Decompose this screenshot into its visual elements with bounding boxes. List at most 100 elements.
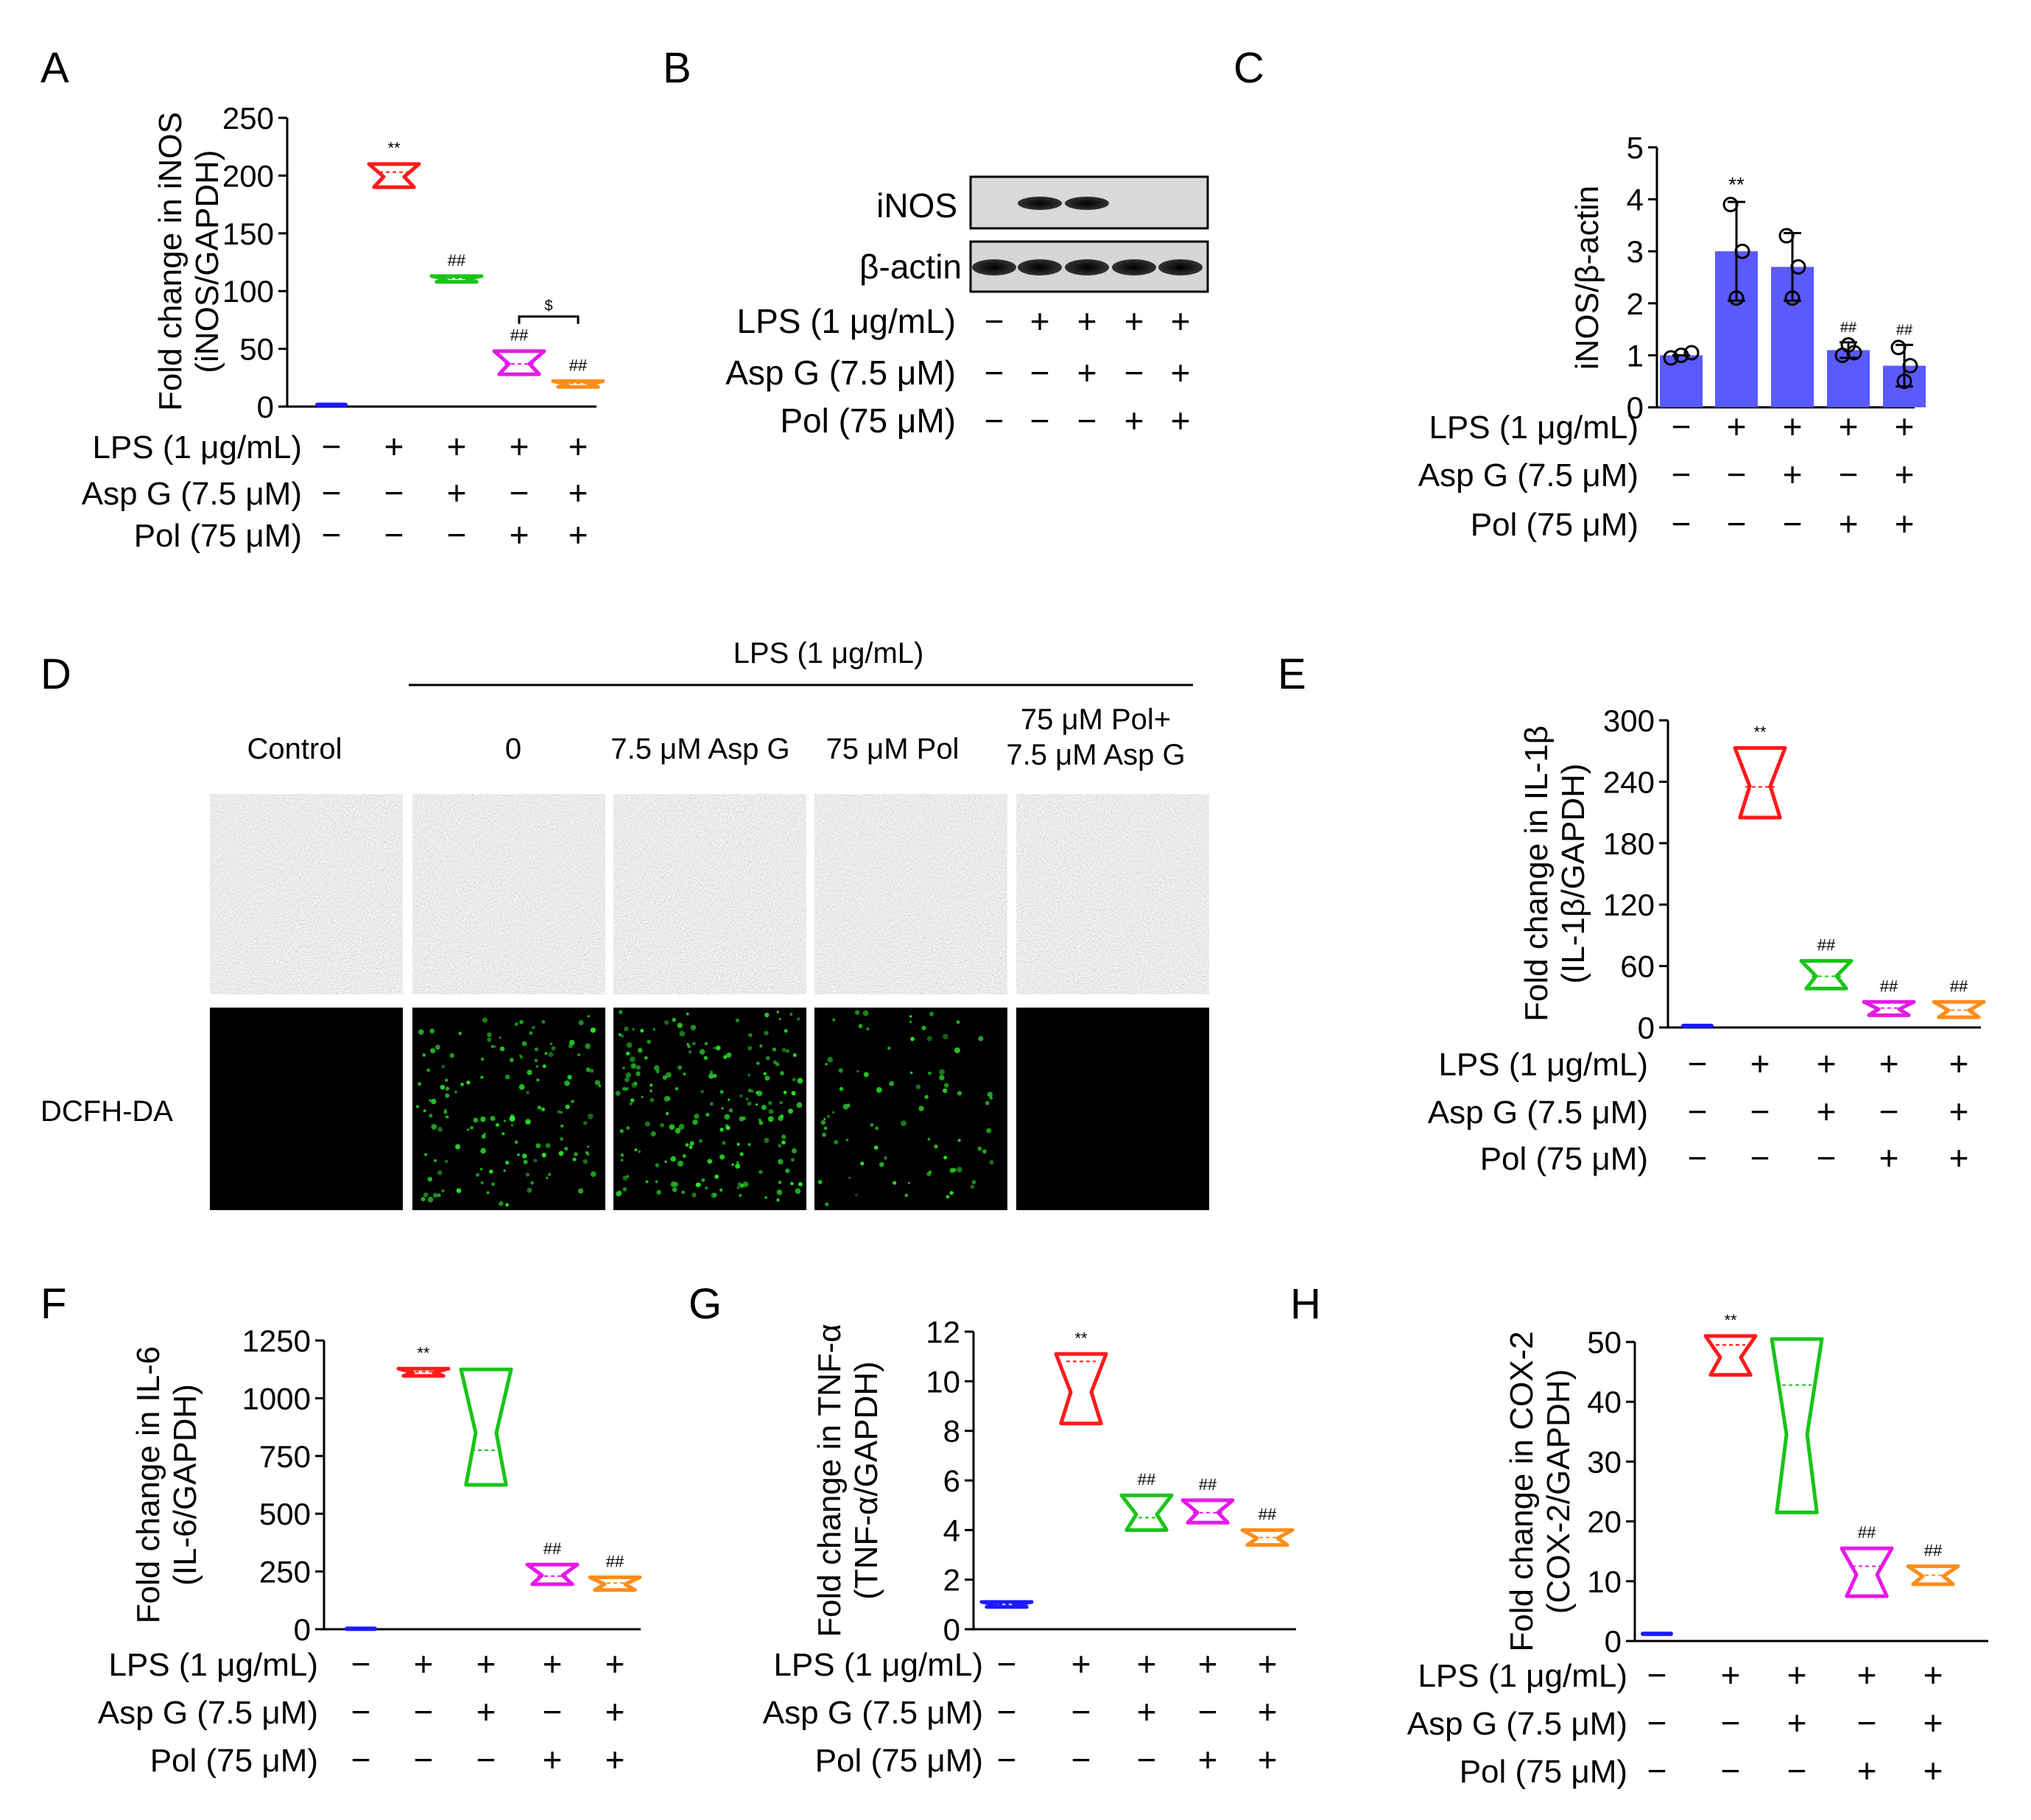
fluorescent-cell-1-108 <box>434 1044 440 1050</box>
fluorescent-cell-2-100 <box>759 1044 763 1048</box>
fluorescent-cell-2-82 <box>632 1028 635 1031</box>
y-tick-label-E-240: 240 <box>1603 765 1655 799</box>
fluorescence-image-0 <box>210 1008 403 1210</box>
fluorescent-cell-1-137 <box>551 1046 556 1051</box>
fluorescent-cell-3-14 <box>854 1010 860 1015</box>
fluorescent-cell-3-77 <box>870 1123 874 1127</box>
y-tick-label-F-0: 0 <box>294 1612 311 1647</box>
fluorescent-cell-2-175 <box>764 1137 770 1143</box>
fluorescent-cell-3-17 <box>856 1069 859 1073</box>
row-label-A-0: LPS (1 μg/mL) <box>92 429 302 465</box>
fluorescent-cell-3-10 <box>929 1011 934 1016</box>
sig-G-2: ## <box>1138 1470 1156 1489</box>
row-label-E-0: LPS (1 μg/mL) <box>1438 1047 1648 1083</box>
fluorescent-cell-1-99 <box>518 1054 522 1057</box>
sign-B-0-1: + <box>1030 302 1050 340</box>
point-C-4-2 <box>1890 340 1907 356</box>
fluorescent-cell-2-28 <box>708 1073 714 1079</box>
sig-C-4: ## <box>1896 322 1913 338</box>
sig-G-1: ** <box>1074 1329 1088 1347</box>
violin-A-4 <box>551 379 605 389</box>
fluorescent-cell-3-67 <box>887 1046 891 1050</box>
point-C-4-1 <box>1902 358 1918 374</box>
sign-C-1-4: + <box>1895 455 1915 493</box>
fluorescent-cell-2-123 <box>624 1077 630 1083</box>
sign-G-0-2: + <box>1137 1645 1157 1683</box>
sign-E-1-3: − <box>1879 1092 1899 1131</box>
sign-G-2-2: − <box>1137 1740 1157 1779</box>
fluorescent-cell-1-34 <box>480 1148 487 1154</box>
fluorescent-cell-1-86 <box>525 1119 531 1125</box>
fluorescent-cell-2-52 <box>670 1156 677 1162</box>
row-label-A-2: Pol (75 μM) <box>134 518 302 554</box>
fluorescent-cell-1-67 <box>523 1159 528 1164</box>
sign-F-1-3: − <box>543 1693 563 1731</box>
fluorescent-cell-1-140 <box>527 1187 532 1193</box>
sign-H-0-2: + <box>1787 1656 1807 1694</box>
fluorescent-cell-2-184 <box>660 1122 665 1128</box>
fluorescent-cell-2-38 <box>721 1107 724 1110</box>
fluorescent-cell-1-112 <box>529 1031 533 1036</box>
panel-b: B iNOS β-actin LPS (1 μg/mL) − + + + +Asp G (… <box>663 44 1209 440</box>
fluorescent-cell-2-138 <box>713 1047 717 1050</box>
sign-G-1-4: + <box>1258 1693 1278 1731</box>
y-tick-label-E-120: 120 <box>1603 888 1655 922</box>
fluorescent-cell-2-168 <box>626 1175 630 1178</box>
sign-B-1-2: + <box>1077 354 1097 392</box>
y-tick-label-E-0: 0 <box>1638 1011 1655 1045</box>
sign-F-0-0: − <box>351 1645 371 1683</box>
brightfield-image-0 <box>210 794 403 994</box>
panel-label-G: G <box>689 1280 722 1328</box>
sig-A-4: ## <box>569 356 588 375</box>
fluorescent-cell-2-125 <box>781 1134 786 1139</box>
fluorescent-cell-1-51 <box>444 1159 448 1164</box>
sign-H-0-3: + <box>1857 1656 1877 1694</box>
fluorescent-cell-1-121 <box>527 1069 532 1075</box>
fluorescent-cell-1-101 <box>591 1171 596 1177</box>
y-tick-label-A-50: 50 <box>239 332 274 367</box>
y-tick-label-H-20: 20 <box>1587 1505 1622 1539</box>
fluorescent-cell-1-1 <box>434 1159 437 1162</box>
fluorescent-cell-2-0 <box>682 1154 686 1159</box>
fluorescent-cell-2-176 <box>747 1088 752 1093</box>
fluorescent-cell-1-142 <box>429 1099 432 1102</box>
sign-A-0-4: + <box>569 427 588 465</box>
fluorescent-cell-1-31 <box>504 1074 510 1080</box>
fluorescent-cell-2-167 <box>685 1143 689 1147</box>
fluorescent-cell-2-1 <box>626 1042 633 1048</box>
sign-H-0-4: + <box>1923 1656 1943 1694</box>
sign-F-1-0: − <box>351 1693 371 1731</box>
fluorescent-cell-3-65 <box>909 1071 913 1075</box>
fluorescent-cell-1-10 <box>479 1167 483 1171</box>
sign-G-0-1: + <box>1071 1645 1091 1683</box>
fluorescent-cell-3-30 <box>915 1084 921 1089</box>
fluorescent-cell-2-136 <box>784 1029 788 1033</box>
row-label-C-1: Asp G (7.5 μM) <box>1418 457 1638 493</box>
panel-label-A: A <box>41 44 69 92</box>
fluorescent-cell-2-182 <box>669 1124 675 1130</box>
sign-G-0-3: + <box>1198 1645 1218 1683</box>
fluorescent-cell-1-20 <box>480 1075 484 1079</box>
y-tick-label-H-10: 10 <box>1587 1564 1622 1599</box>
sign-E-2-1: − <box>1750 1139 1770 1177</box>
fluorescent-cell-3-74 <box>949 1190 954 1195</box>
y-tick-label-C-5: 5 <box>1627 130 1644 165</box>
fluorescent-cell-2-4 <box>637 1047 643 1053</box>
sign-C-0-2: + <box>1783 407 1803 446</box>
sign-B-2-4: + <box>1171 401 1191 440</box>
fluorescent-cell-2-157 <box>686 1012 689 1016</box>
sign-A-2-3: + <box>510 516 529 554</box>
fluorescent-cell-1-38 <box>490 1044 495 1049</box>
fluorescent-cell-2-60 <box>776 1198 780 1202</box>
y-tick-label-G-4: 4 <box>943 1513 960 1547</box>
fluorescent-cell-3-61 <box>826 1114 830 1118</box>
fluorescent-cell-2-75 <box>739 1116 745 1122</box>
fluorescent-cell-1-46 <box>441 1064 446 1069</box>
fluorescent-cell-2-193 <box>644 1055 648 1060</box>
fluorescent-cell-1-92 <box>430 1048 436 1054</box>
sign-B-0-3: + <box>1124 302 1144 340</box>
sign-E-1-4: + <box>1949 1092 1969 1131</box>
fluorescent-cell-1-98 <box>415 1105 420 1108</box>
